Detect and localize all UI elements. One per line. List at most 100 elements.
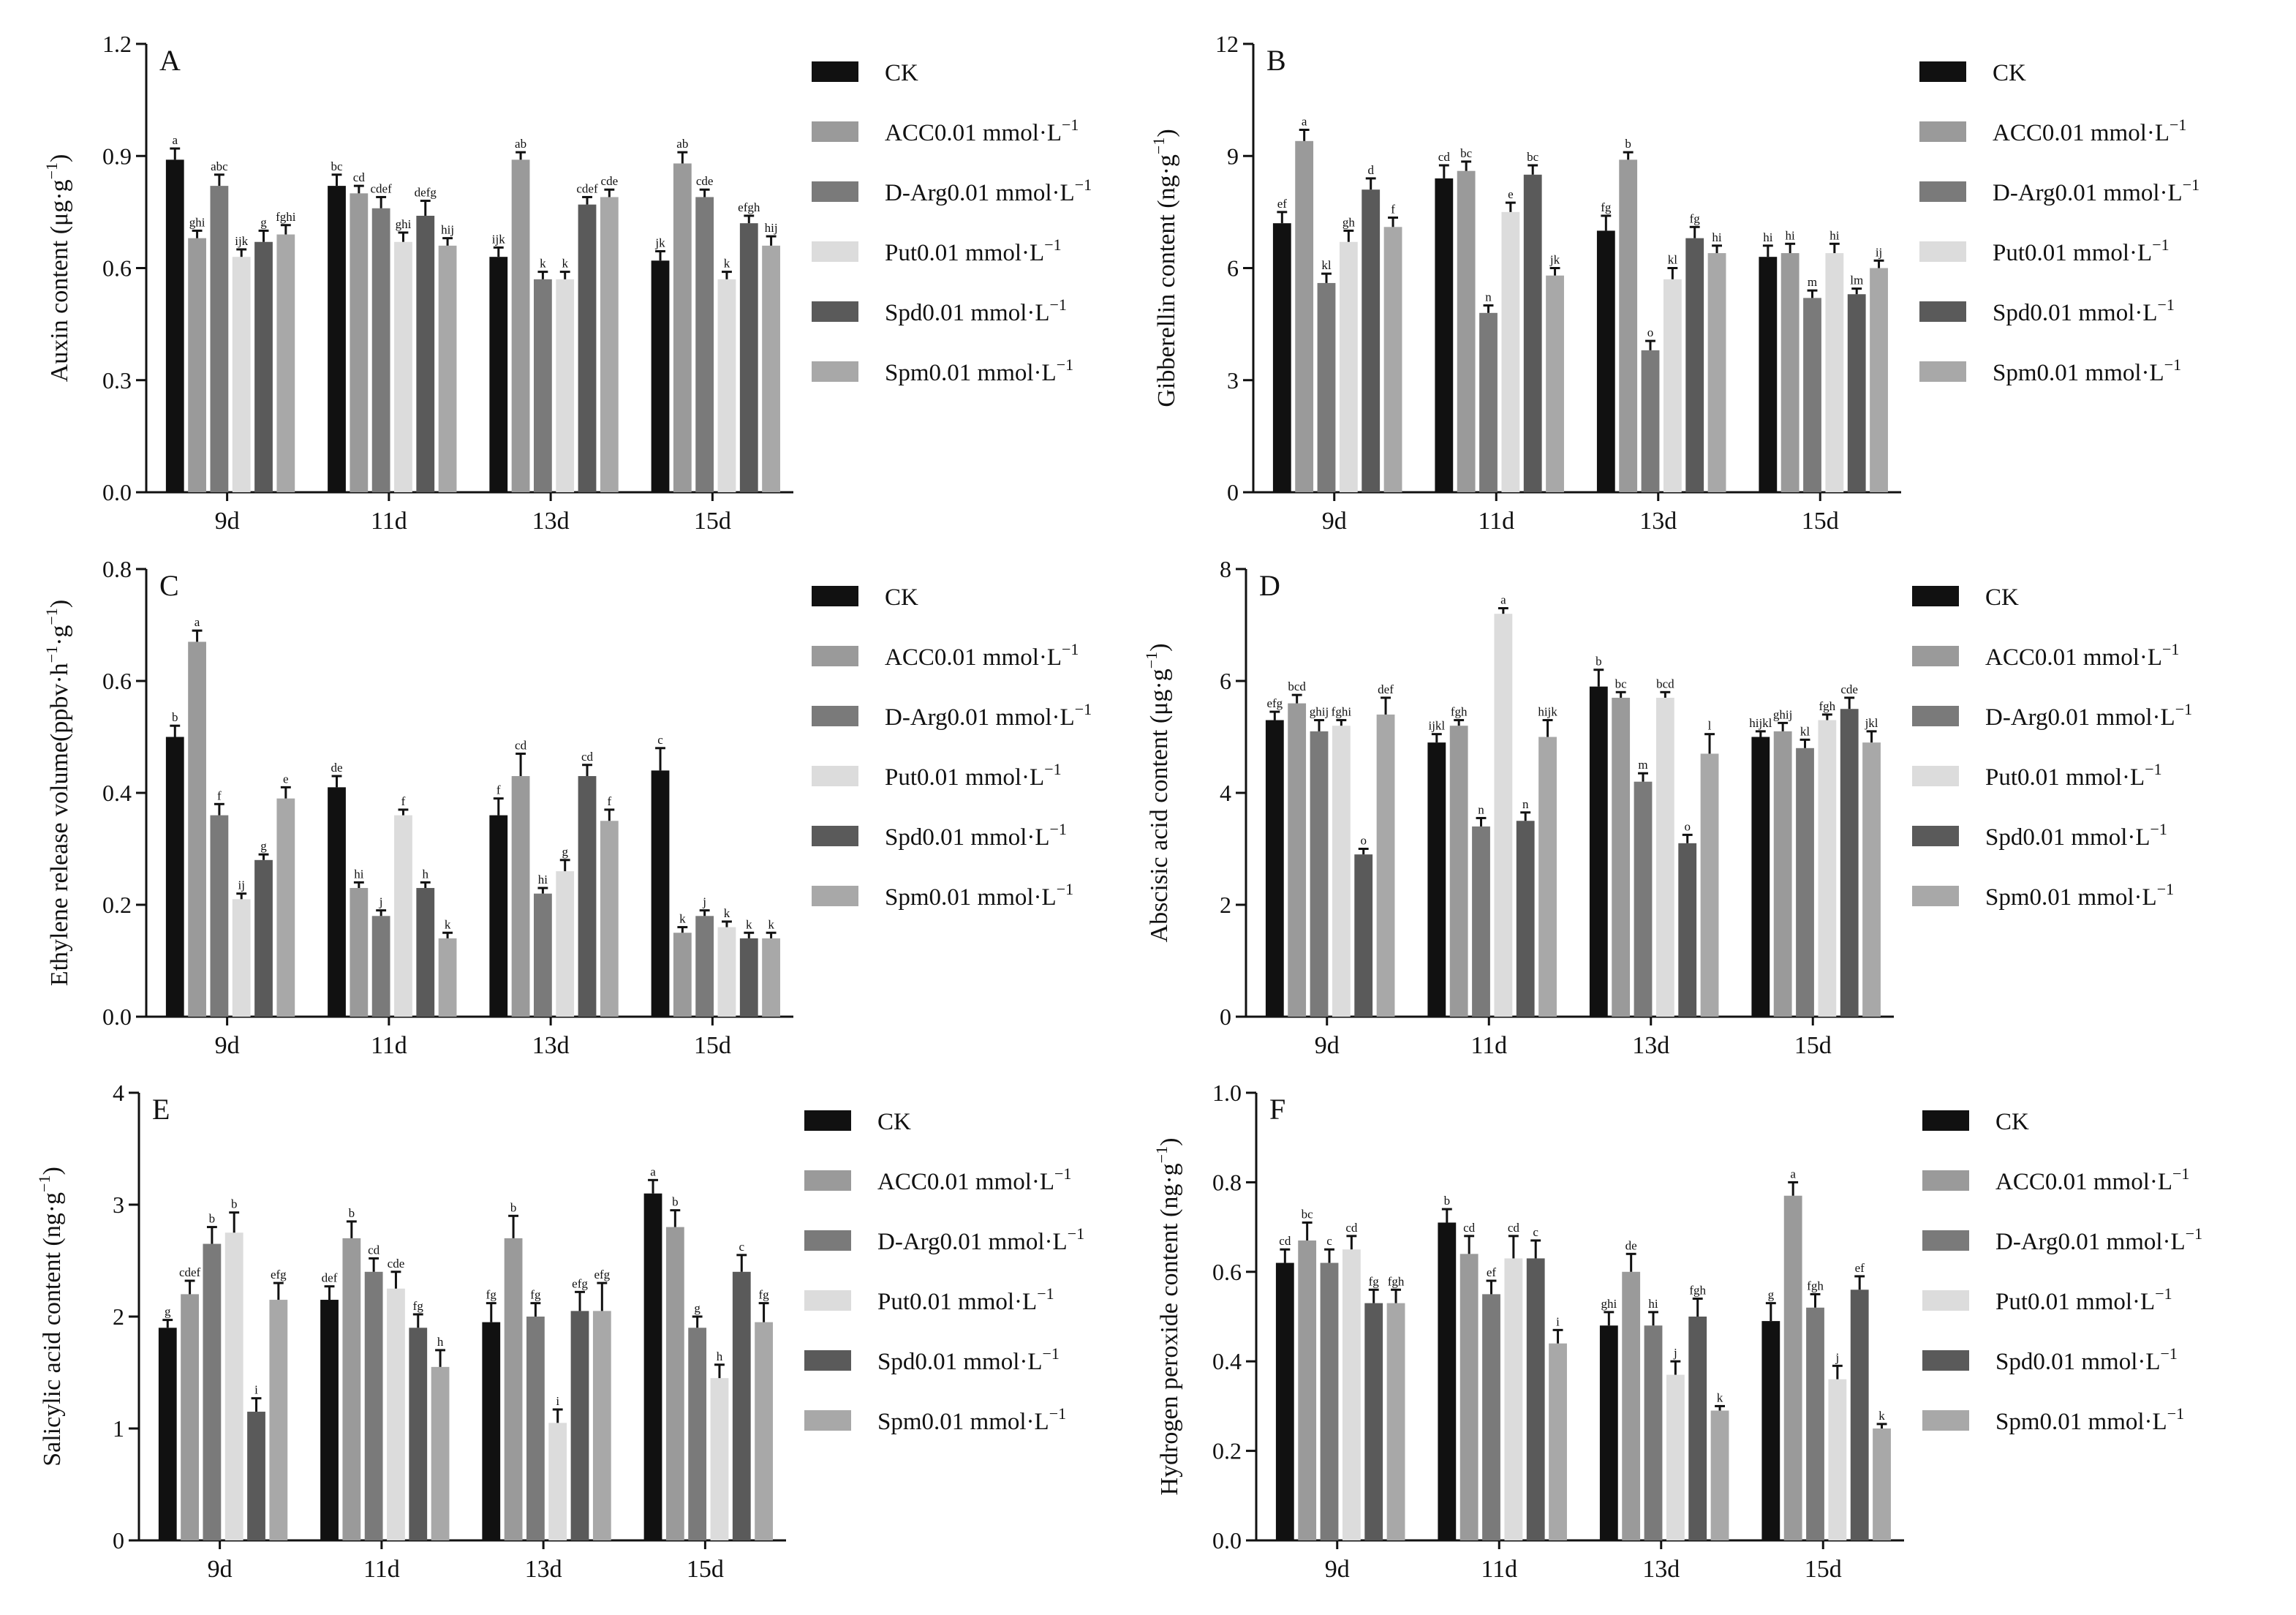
- y-tick-label: 0.0: [102, 479, 132, 505]
- legend-swatch: [1919, 361, 1966, 382]
- bar: [1596, 230, 1615, 492]
- significance-label: hij: [765, 221, 778, 235]
- legend-label: D-Arg0.01 mmol·L−1: [1993, 176, 2199, 206]
- significance-label: cd: [1279, 1234, 1291, 1248]
- chart-panel-f: 0.0 0.2 0.4 0.6 0.8 1.0 F Hydrogen peroxide con…: [1152, 1080, 2202, 1583]
- bar: [431, 1366, 450, 1540]
- bar: [350, 193, 369, 492]
- bar: [1538, 737, 1557, 1017]
- significance-label: hi: [1712, 230, 1722, 244]
- significance-label: h: [423, 867, 429, 881]
- significance-label: hi: [1763, 230, 1773, 244]
- legend-label: CK: [877, 1109, 911, 1135]
- bar: [739, 223, 758, 492]
- significance-label: ab: [515, 137, 526, 151]
- bar: [1482, 1294, 1500, 1540]
- significance-label: kl: [1800, 724, 1810, 738]
- significance-label: cdef: [179, 1265, 201, 1279]
- significance-label: f: [496, 783, 501, 797]
- y-tick-label: 9: [1227, 143, 1239, 169]
- x-tick-label: 15d: [687, 1556, 724, 1583]
- bar: [1523, 174, 1542, 492]
- bar: [158, 1328, 177, 1540]
- significance-label: hi: [1648, 1297, 1658, 1311]
- x-tick-label: 11d: [363, 1556, 400, 1583]
- bar: [1288, 703, 1307, 1017]
- significance-label: bc: [1302, 1207, 1314, 1221]
- bar: [482, 1322, 501, 1540]
- significance-label: ghi: [396, 217, 412, 231]
- bar: [1759, 257, 1778, 492]
- legend-label: Put0.01 mmol·L−1: [885, 236, 1062, 266]
- legend-swatch: [1922, 1350, 1969, 1371]
- y-tick-label: 1: [113, 1415, 124, 1442]
- significance-label: ghi: [189, 215, 205, 229]
- panel-letter: C: [159, 569, 179, 602]
- legend-label: Spd0.01 mmol·L−1: [885, 820, 1067, 851]
- legend-swatch: [812, 886, 858, 906]
- bar: [665, 1227, 684, 1540]
- bar: [371, 916, 390, 1017]
- x-tick-label: 9d: [1325, 1556, 1350, 1583]
- y-tick-label: 3: [113, 1192, 124, 1218]
- y-tick-label: 1.0: [1212, 1080, 1242, 1106]
- bar: [1265, 720, 1284, 1017]
- significance-label: e: [1508, 187, 1514, 201]
- legend-swatch: [1919, 61, 1966, 82]
- y-axis-title: Ethylene release volume(ppbv·h−1·g−1): [42, 600, 73, 986]
- y-tick-label: 2: [1220, 892, 1231, 918]
- bar: [1516, 821, 1535, 1017]
- panel-letter: E: [152, 1093, 170, 1126]
- y-tick-label: 1.2: [102, 31, 132, 57]
- significance-label: cdef: [371, 181, 393, 195]
- y-tick-label: 4: [113, 1080, 124, 1106]
- legend-swatch: [804, 1410, 851, 1431]
- bar: [1376, 714, 1395, 1017]
- significance-label: bc: [1615, 677, 1628, 690]
- significance-label: hij: [441, 223, 454, 237]
- bar: [1479, 312, 1498, 492]
- significance-label: a: [1500, 593, 1506, 607]
- significance-label: bcd: [1656, 677, 1674, 690]
- legend: CK ACC0.01 mmol·L−1 D-Arg0.01 mmol·L−1 Put0…: [1922, 1109, 2202, 1435]
- bar: [203, 1243, 222, 1540]
- panel-letter: F: [1269, 1093, 1285, 1126]
- legend: CK ACC0.01 mmol·L−1 D-Arg0.01 mmol·L−1 Put0…: [1919, 60, 2199, 386]
- significance-label: cd: [368, 1243, 380, 1257]
- bar: [1685, 238, 1704, 492]
- bar: [254, 859, 273, 1017]
- legend-label: ACC0.01 mmol·L−1: [885, 640, 1079, 671]
- bar: [394, 241, 412, 492]
- significance-label: de: [331, 761, 342, 775]
- bar: [1666, 1374, 1685, 1540]
- x-tick-label: 11d: [1478, 508, 1514, 535]
- x-tick-label: 9d: [208, 1556, 233, 1583]
- significance-label: cd: [353, 170, 366, 184]
- legend-label: Spd0.01 mmol·L−1: [877, 1344, 1060, 1375]
- bar: [688, 1328, 707, 1540]
- bar: [1362, 189, 1381, 492]
- significance-label: m: [1638, 758, 1647, 772]
- x-tick-label: 15d: [694, 1032, 731, 1059]
- significance-label: de: [1625, 1238, 1637, 1252]
- bar: [651, 770, 670, 1017]
- x-tick-label: 13d: [1632, 1032, 1669, 1059]
- bar: [181, 1294, 199, 1540]
- bar: [1320, 1262, 1339, 1540]
- significance-label: b: [672, 1195, 679, 1209]
- y-tick-label: 0.3: [102, 367, 132, 394]
- legend-swatch: [1912, 646, 1959, 666]
- significance-label: g: [1768, 1288, 1775, 1302]
- chart-panel-c: 0.0 0.2 0.4 0.6 0.8 C Ethylene release volume(…: [42, 556, 1092, 1059]
- significance-label: efg: [1266, 696, 1283, 710]
- legend-swatch: [1922, 1410, 1969, 1431]
- significance-label: efg: [271, 1268, 287, 1281]
- y-axis-title: Abscisic acid content (μg·g−1): [1142, 644, 1173, 943]
- bar: [1526, 1258, 1545, 1540]
- significance-label: k: [540, 257, 546, 271]
- bar: [224, 1232, 243, 1540]
- bar: [254, 241, 273, 492]
- bar: [416, 888, 435, 1017]
- significance-label: b: [172, 710, 178, 724]
